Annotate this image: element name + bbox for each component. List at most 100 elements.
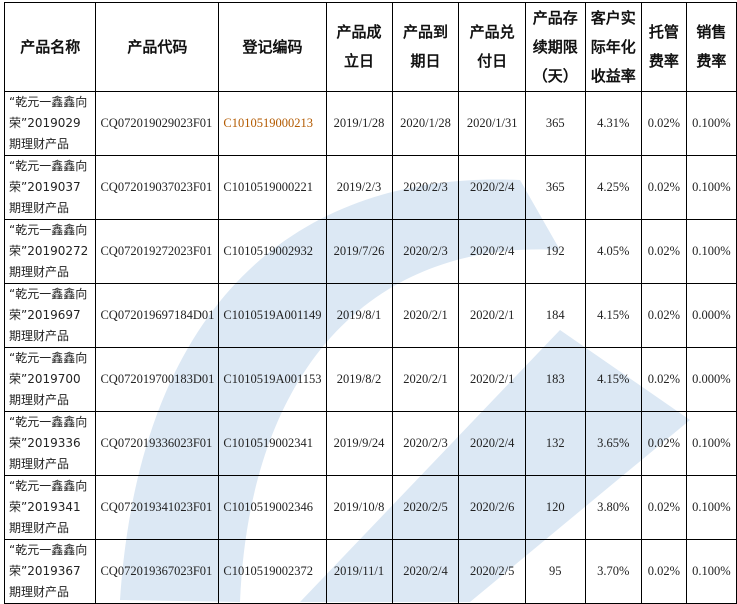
cell-sales-fee: 0.100%: [685, 539, 737, 604]
cell-registration-code: C1010519002372: [218, 539, 327, 604]
table-row: “乾元一鑫鑫向荣”2019700期理财产品 CQ072019700183D01 C1…: [3, 347, 737, 412]
table-row: “乾元一鑫鑫向荣”2019037期理财产品 CQ072019037023F01 C1…: [3, 155, 737, 220]
cell-start-date: 2019/11/1: [325, 539, 393, 604]
header-custody-fee: 托管费率: [640, 2, 687, 92]
cell-product-name: “乾元一鑫鑫向荣”2019341期理财产品: [3, 475, 97, 540]
cell-maturity-date: 2020/2/4: [391, 539, 460, 604]
cell-sales-fee: 0.100%: [685, 91, 737, 156]
cell-duration-days: 132: [524, 411, 586, 476]
cell-maturity-date: 2020/2/1: [391, 283, 460, 348]
cell-duration-days: 365: [524, 155, 586, 220]
header-payment-date: 产品兑付日: [458, 2, 526, 92]
cell-custody-fee: 0.02%: [640, 283, 687, 348]
cell-product-code: CQ072019700183D01: [95, 347, 220, 412]
table-row: “乾元一鑫鑫向荣”2019029期理财产品 CQ072019029023F01 C1…: [3, 91, 737, 156]
cell-registration-code: C1010519A001149: [218, 283, 327, 348]
header-duration-days: 产品存续期限（天）: [524, 2, 586, 92]
header-product-code: 产品代码: [95, 2, 220, 92]
cell-duration-days: 365: [524, 91, 586, 156]
cell-start-date: 2019/1/28: [325, 91, 393, 156]
cell-product-name: “乾元一鑫鑫向荣”2019336期理财产品: [3, 411, 97, 476]
cell-start-date: 2019/8/2: [325, 347, 393, 412]
cell-product-name: “乾元一鑫鑫向荣”2019700期理财产品: [3, 347, 97, 412]
cell-product-name: “乾元一鑫鑫向荣”2019029期理财产品: [3, 91, 97, 156]
cell-custody-fee: 0.02%: [640, 91, 687, 156]
cell-payment-date: 2020/1/31: [458, 91, 526, 156]
cell-maturity-date: 2020/1/28: [391, 91, 460, 156]
cell-product-code: CQ072019336023F01: [95, 411, 220, 476]
cell-start-date: 2019/9/24: [325, 411, 393, 476]
table-row: “乾元一鑫鑫向荣”2019367期理财产品 CQ072019367023F01 C1…: [3, 539, 737, 604]
cell-registration-code: C1010519002341: [218, 411, 327, 476]
cell-custody-fee: 0.02%: [640, 539, 687, 604]
cell-payment-date: 2020/2/4: [458, 219, 526, 284]
cell-registration-code: C1010519002346: [218, 475, 327, 540]
cell-payment-date: 2020/2/4: [458, 155, 526, 220]
cell-registration-code: C1010519A001153: [218, 347, 327, 412]
cell-sales-fee: 0.000%: [685, 347, 737, 412]
cell-product-code: CQ072019341023F01: [95, 475, 220, 540]
cell-custody-fee: 0.02%: [640, 475, 687, 540]
cell-maturity-date: 2020/2/3: [391, 411, 460, 476]
cell-annual-yield: 4.15%: [584, 283, 642, 348]
cell-maturity-date: 2020/2/3: [391, 155, 460, 220]
cell-custody-fee: 0.02%: [640, 411, 687, 476]
cell-annual-yield: 3.70%: [584, 539, 642, 604]
cell-duration-days: 192: [524, 219, 586, 284]
cell-product-name: “乾元一鑫鑫向荣”20190272期理财产品: [3, 219, 97, 284]
header-sales-fee: 销售费率: [685, 2, 737, 92]
cell-duration-days: 183: [524, 347, 586, 412]
header-row: 产品名称 产品代码 登记编码 产品成立日 产品到期日 产品兑付日 产品存续期限（天） 客户实际…: [3, 2, 737, 92]
cell-product-code: CQ072019697184D01: [95, 283, 220, 348]
table-row: “乾元一鑫鑫向荣”20190272期理财产品 CQ072019272023F01 C…: [3, 219, 737, 284]
cell-sales-fee: 0.100%: [685, 155, 737, 220]
cell-annual-yield: 4.31%: [584, 91, 642, 156]
cell-product-code: CQ072019367023F01: [95, 539, 220, 604]
header-registration-code: 登记编码: [218, 2, 327, 92]
cell-start-date: 2019/2/3: [325, 155, 393, 220]
cell-product-code: CQ072019272023F01: [95, 219, 220, 284]
cell-product-name: “乾元一鑫鑫向荣”2019367期理财产品: [3, 539, 97, 604]
cell-duration-days: 184: [524, 283, 586, 348]
cell-sales-fee: 0.000%: [685, 283, 737, 348]
cell-custody-fee: 0.02%: [640, 155, 687, 220]
cell-registration-code: C1010519000213: [218, 91, 327, 156]
cell-product-name: “乾元一鑫鑫向荣”2019697期理财产品: [3, 283, 97, 348]
cell-annual-yield: 4.25%: [584, 155, 642, 220]
table-row: “乾元一鑫鑫向荣”2019697期理财产品 CQ072019697184D01 C1…: [3, 283, 737, 348]
cell-product-name: “乾元一鑫鑫向荣”2019037期理财产品: [3, 155, 97, 220]
cell-maturity-date: 2020/2/5: [391, 475, 460, 540]
header-start-date: 产品成立日: [325, 2, 393, 92]
cell-duration-days: 95: [524, 539, 586, 604]
cell-custody-fee: 0.02%: [640, 219, 687, 284]
cell-payment-date: 2020/2/1: [458, 347, 526, 412]
cell-annual-yield: 3.65%: [584, 411, 642, 476]
cell-sales-fee: 0.100%: [685, 411, 737, 476]
cell-payment-date: 2020/2/1: [458, 283, 526, 348]
product-table: 产品名称 产品代码 登记编码 产品成立日 产品到期日 产品兑付日 产品存续期限（天） 客户实际…: [3, 2, 737, 604]
cell-payment-date: 2020/2/6: [458, 475, 526, 540]
cell-registration-code: C1010519000221: [218, 155, 327, 220]
cell-registration-code: C1010519002932: [218, 219, 327, 284]
cell-annual-yield: 4.05%: [584, 219, 642, 284]
table-row: “乾元一鑫鑫向荣”2019336期理财产品 CQ072019336023F01 C1…: [3, 411, 737, 476]
cell-start-date: 2019/8/1: [325, 283, 393, 348]
header-maturity-date: 产品到期日: [391, 2, 460, 92]
cell-maturity-date: 2020/2/1: [391, 347, 460, 412]
header-annual-yield: 客户实际年化收益率: [584, 2, 642, 92]
table-row: “乾元一鑫鑫向荣”2019341期理财产品 CQ072019341023F01 C1…: [3, 475, 737, 540]
cell-sales-fee: 0.100%: [685, 219, 737, 284]
cell-maturity-date: 2020/2/3: [391, 219, 460, 284]
cell-sales-fee: 0.100%: [685, 475, 737, 540]
cell-duration-days: 120: [524, 475, 586, 540]
cell-payment-date: 2020/2/5: [458, 539, 526, 604]
cell-product-code: CQ072019029023F01: [95, 91, 220, 156]
cell-payment-date: 2020/2/4: [458, 411, 526, 476]
cell-annual-yield: 4.15%: [584, 347, 642, 412]
cell-start-date: 2019/7/26: [325, 219, 393, 284]
header-product-name: 产品名称: [3, 2, 97, 92]
cell-start-date: 2019/10/8: [325, 475, 393, 540]
cell-custody-fee: 0.02%: [640, 347, 687, 412]
cell-annual-yield: 3.80%: [584, 475, 642, 540]
cell-product-code: CQ072019037023F01: [95, 155, 220, 220]
